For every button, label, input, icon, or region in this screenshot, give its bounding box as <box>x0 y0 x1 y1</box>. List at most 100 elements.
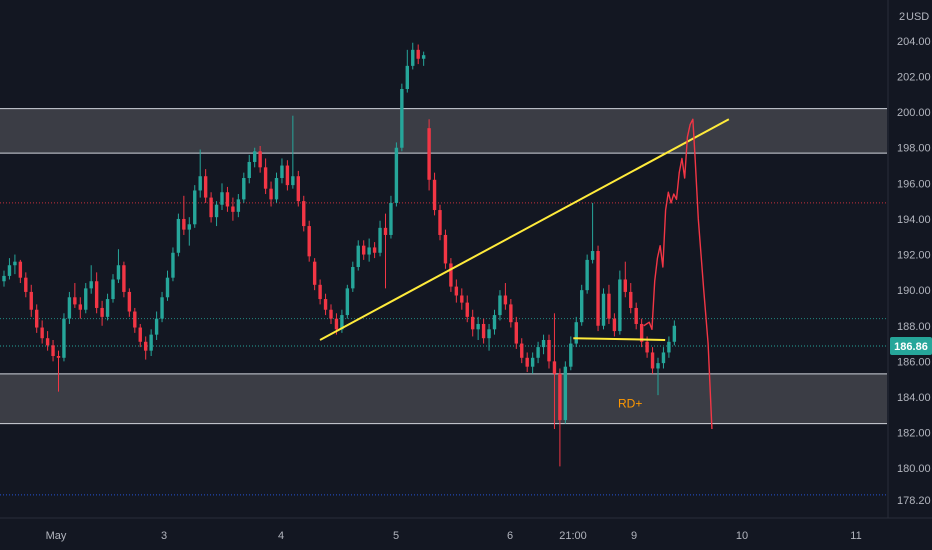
candle[interactable] <box>525 352 529 373</box>
candle[interactable] <box>171 247 175 282</box>
candle[interactable] <box>558 368 562 467</box>
candle[interactable] <box>454 279 459 303</box>
candle[interactable] <box>40 320 44 344</box>
candle[interactable] <box>187 217 191 246</box>
candle[interactable] <box>231 197 235 221</box>
annotation-label[interactable]: RD+ <box>618 397 642 411</box>
candle[interactable] <box>280 158 284 184</box>
candle[interactable] <box>438 204 442 241</box>
candle[interactable] <box>503 283 508 310</box>
candle[interactable] <box>661 347 666 369</box>
candle[interactable] <box>116 249 121 284</box>
candle[interactable] <box>449 258 453 292</box>
candle[interactable] <box>460 288 464 310</box>
candle[interactable] <box>149 329 153 357</box>
candle[interactable] <box>253 147 257 168</box>
candle[interactable] <box>481 318 486 344</box>
candle[interactable] <box>427 119 431 191</box>
candle[interactable] <box>220 183 224 211</box>
candle[interactable] <box>585 254 589 294</box>
candle[interactable] <box>24 272 28 298</box>
candle[interactable] <box>312 258 317 291</box>
candle[interactable] <box>378 220 382 257</box>
candle[interactable] <box>547 334 551 369</box>
candle[interactable] <box>465 295 469 323</box>
candle[interactable] <box>514 316 518 349</box>
support-zone[interactable] <box>0 373 887 424</box>
candle[interactable] <box>372 242 377 259</box>
candle[interactable] <box>258 145 262 173</box>
candle[interactable] <box>78 297 82 319</box>
candle[interactable] <box>263 158 268 195</box>
candle[interactable] <box>552 313 557 429</box>
candle[interactable] <box>367 238 371 262</box>
candle[interactable] <box>144 336 148 360</box>
candle[interactable] <box>629 283 633 314</box>
candle[interactable] <box>667 336 671 358</box>
candle[interactable] <box>154 311 159 340</box>
candle[interactable] <box>650 347 655 374</box>
candle[interactable] <box>421 51 426 66</box>
candle[interactable] <box>198 149 202 198</box>
candle[interactable] <box>356 240 360 271</box>
candle[interactable] <box>672 320 677 346</box>
candle[interactable] <box>176 213 181 257</box>
candle[interactable] <box>67 291 72 324</box>
candle[interactable] <box>138 323 142 348</box>
candle[interactable] <box>574 316 578 348</box>
candle[interactable] <box>302 195 306 232</box>
candle[interactable] <box>29 284 33 317</box>
candle[interactable] <box>45 331 50 351</box>
trendline[interactable] <box>319 118 730 341</box>
candle[interactable] <box>329 304 333 324</box>
candle[interactable] <box>111 274 115 303</box>
candle[interactable] <box>487 323 491 351</box>
candle[interactable] <box>476 316 480 340</box>
candle[interactable] <box>62 313 66 362</box>
candle[interactable] <box>225 186 230 212</box>
candle[interactable] <box>296 170 300 207</box>
candle[interactable] <box>56 350 61 392</box>
candle[interactable] <box>193 185 197 228</box>
candle[interactable] <box>307 220 311 262</box>
candle[interactable] <box>471 309 475 337</box>
candle[interactable] <box>623 261 627 298</box>
candle[interactable] <box>596 245 600 332</box>
candle[interactable] <box>389 195 393 239</box>
candle[interactable] <box>122 261 126 298</box>
candle[interactable] <box>127 288 132 317</box>
candle[interactable] <box>89 265 93 294</box>
candle[interactable] <box>73 283 77 308</box>
candle[interactable] <box>618 270 622 335</box>
candle[interactable] <box>318 279 322 305</box>
candle[interactable] <box>432 172 437 216</box>
candle[interactable] <box>269 181 273 207</box>
candle[interactable] <box>400 83 404 152</box>
candle[interactable] <box>100 300 104 326</box>
candle[interactable] <box>530 352 535 374</box>
candle[interactable] <box>165 270 170 301</box>
candle[interactable] <box>18 259 23 284</box>
candle[interactable] <box>612 313 617 337</box>
candle[interactable] <box>133 307 137 333</box>
candle[interactable] <box>13 254 17 275</box>
candle[interactable] <box>203 169 208 203</box>
candle[interactable] <box>236 194 241 218</box>
candle[interactable] <box>509 299 513 328</box>
candle[interactable] <box>443 229 448 269</box>
candle[interactable] <box>351 261 355 292</box>
candle[interactable] <box>242 172 246 203</box>
candle[interactable] <box>35 304 39 333</box>
candle[interactable] <box>411 42 415 70</box>
candle[interactable] <box>182 195 186 235</box>
candle[interactable] <box>607 284 611 324</box>
currency-label[interactable]: USD <box>906 11 929 23</box>
candle[interactable] <box>601 288 606 330</box>
candle[interactable] <box>492 309 497 335</box>
candle[interactable] <box>362 240 366 260</box>
candle[interactable] <box>94 272 99 314</box>
candle[interactable] <box>51 339 55 362</box>
candle[interactable] <box>394 142 399 207</box>
candle[interactable] <box>563 361 568 424</box>
